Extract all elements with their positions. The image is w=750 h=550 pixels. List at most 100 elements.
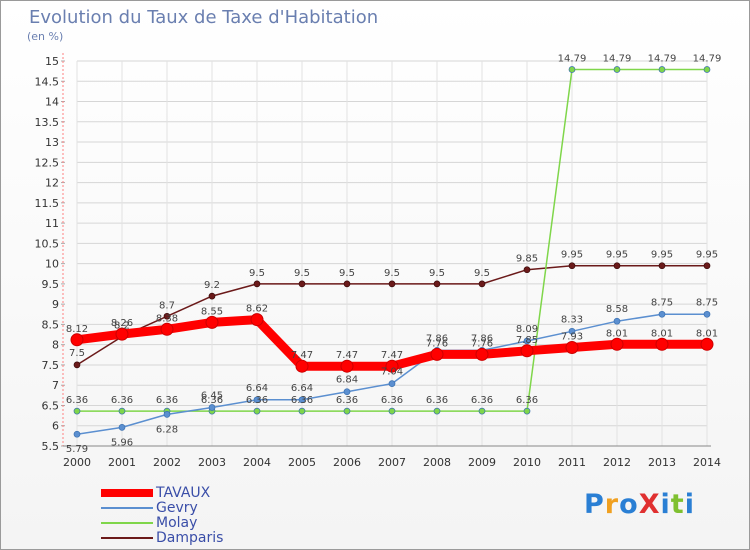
data-point-damparis [208,292,216,300]
data-points [70,66,714,438]
data-point-damparis [703,262,711,270]
legend-item-gevry: Gevry [101,500,301,516]
x-tick-label: 2003 [198,456,226,469]
data-point-molay [388,407,396,415]
data-point-molay [703,66,711,73]
data-point-tavaux [385,359,399,373]
y-tick-label: 15 [45,55,59,68]
data-label-damparis: 8.7 [159,300,175,311]
data-label-gevry: 5.96 [111,437,133,448]
data-label-tavaux: 8.01 [651,328,673,339]
legend-item-tavaux: TAVAUX [101,485,301,501]
data-point-tavaux [565,341,579,354]
data-label-molay: 6.36 [336,395,358,406]
legend-label: TAVAUX [156,485,211,501]
data-point-tavaux [475,347,489,361]
data-label-tavaux: 8.26 [111,318,133,329]
x-tick-label: 2001 [108,456,136,469]
data-label-molay: 6.36 [381,395,403,406]
data-point-damparis [658,262,666,270]
logo-letter: X [638,489,661,520]
data-point-damparis [73,361,81,369]
x-tick-label: 2006 [333,456,361,469]
data-point-gevry [298,396,306,404]
data-label-gevry: 6.64 [291,383,313,394]
grid [76,60,708,447]
data-point-damparis [433,280,441,288]
data-label-molay: 14.79 [558,54,587,65]
data-point-molay [253,407,261,415]
data-point-damparis [613,262,621,270]
logo-letter: o [619,489,639,520]
y-tick-label: 5.5 [42,440,60,453]
data-label-tavaux: 8.12 [66,324,88,335]
data-labels: 8.12 8.26 8.38 8.55 8.62 7.47 7.47 7.47 7.76 7.76… [66,54,721,456]
data-label-damparis: 9.2 [204,280,220,291]
data-point-gevry [253,396,261,404]
data-label-molay: 6.36 [156,395,178,406]
data-point-tavaux [700,337,714,351]
data-label-gevry: 8.09 [516,324,538,335]
data-label-molay: 6.36 [471,395,493,406]
data-point-tavaux [205,315,219,329]
data-point-damparis [478,280,486,288]
data-point-molay [613,66,621,73]
data-label-molay: 14.79 [603,54,632,65]
data-point-molay [568,66,576,73]
legend-swatch [101,489,153,497]
y-tick-label: 13.5 [35,116,60,129]
data-point-molay [433,407,441,415]
data-point-gevry [523,337,531,345]
data-point-molay [478,407,486,415]
data-point-damparis [568,262,576,270]
y-tick-label: 12 [45,177,59,190]
data-label-tavaux: 7.47 [291,350,313,361]
data-label-gevry: 7.86 [426,333,448,344]
data-label-damparis: 9.95 [561,250,583,261]
axes: 5.5 6 6.5 7 7.5 8 8.5 9 9.5 10 10.5 11 11.5 12 12.5 13 1… [35,53,721,469]
data-point-tavaux [250,313,264,327]
data-label-tavaux: 7.47 [381,350,403,361]
data-label-gevry: 8.75 [651,297,673,308]
legend-swatch [101,507,153,509]
data-label-damparis: 9.95 [651,250,673,261]
data-point-tavaux [295,359,309,373]
y-tick-label: 8 [52,339,59,352]
data-label-molay: 6.36 [201,395,223,406]
data-label-damparis: 9.5 [384,268,400,279]
data-label-gevry: 6.84 [336,375,358,386]
data-point-damparis [523,266,531,274]
data-label-damparis: 9.95 [606,250,628,261]
x-tick-label: 2008 [423,456,451,469]
data-label-gevry: 8.58 [606,304,628,315]
data-point-tavaux [655,337,669,351]
legend-swatch [101,537,153,539]
x-tick-label: 2000 [63,456,91,469]
legend-swatch [101,522,153,524]
data-label-gevry: 5.79 [66,444,88,455]
data-point-molay [523,407,531,415]
y-tick-label: 12.5 [35,156,60,169]
data-point-molay [73,407,81,415]
x-tick-label: 2011 [558,456,586,469]
data-label-gevry: 6.45 [201,391,223,402]
x-tick-label: 2005 [288,456,316,469]
data-label-tavaux: 8.38 [156,313,178,324]
data-point-damparis [163,312,171,320]
data-label-damparis: 9.5 [249,268,265,279]
data-point-damparis [343,280,351,288]
y-tick-label: 6 [52,420,59,433]
data-point-gevry [613,317,621,325]
data-point-molay [658,66,666,73]
x-tick-label: 2009 [468,456,496,469]
data-label-molay: 6.36 [111,395,133,406]
y-tick-label: 7.5 [42,359,60,372]
y-tick-label: 9 [52,298,59,311]
data-label-damparis: 9.5 [339,268,355,279]
proxiti-logo: ProXiti [584,489,695,520]
data-point-damparis [298,280,306,288]
data-point-gevry [208,404,216,411]
data-label-molay: 6.36 [426,395,448,406]
x-tick-label: 2010 [513,456,541,469]
